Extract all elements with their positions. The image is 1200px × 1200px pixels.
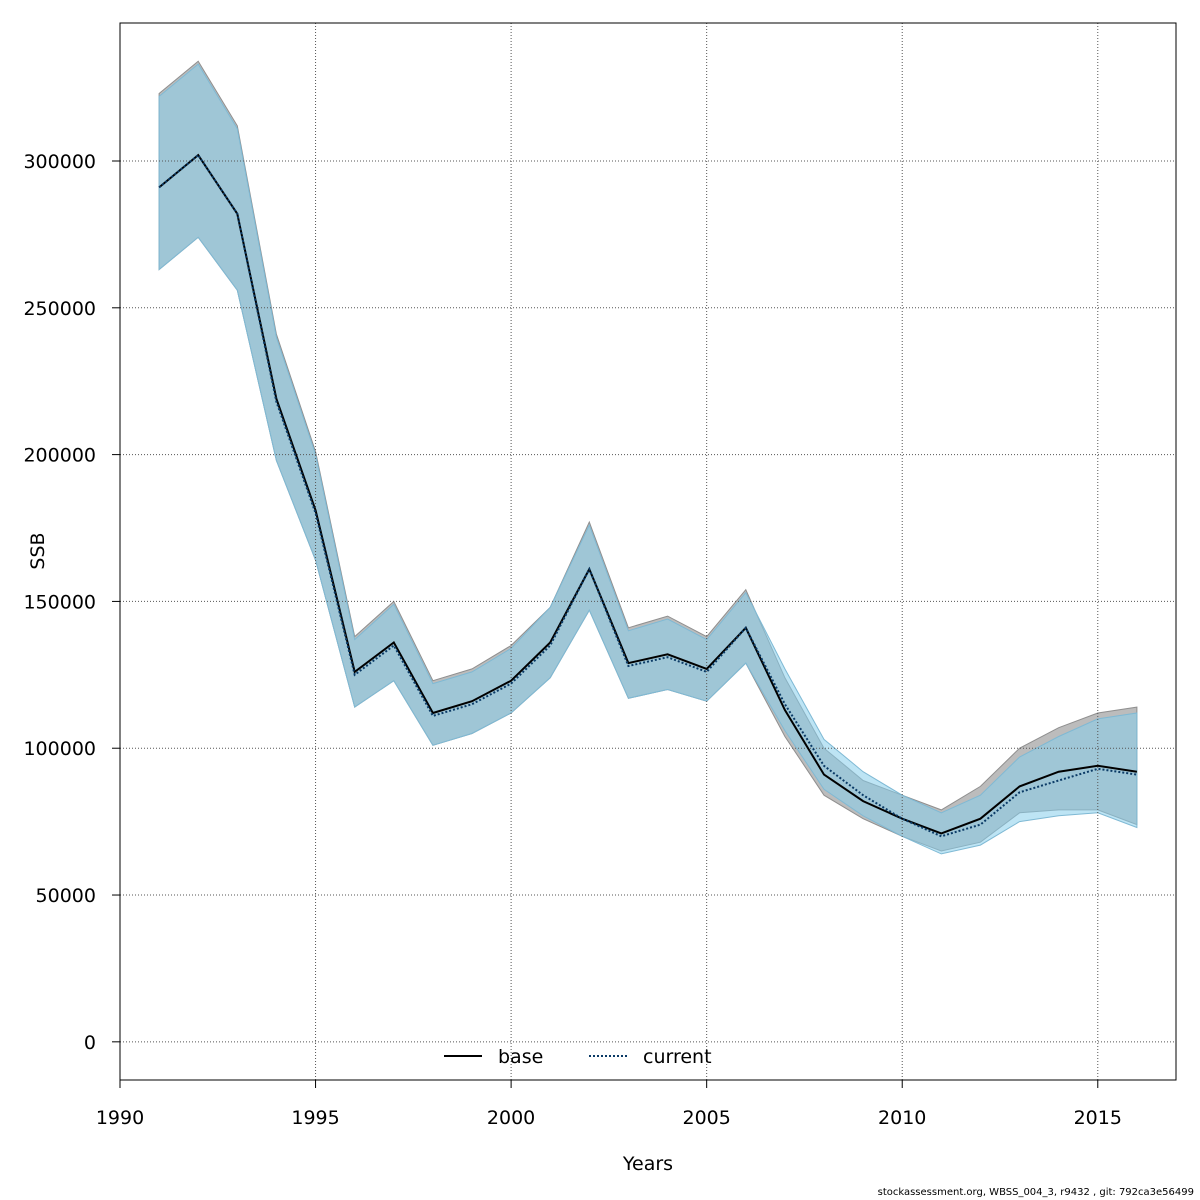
y-tick-label: 150000 <box>23 591 96 613</box>
confidence-bands <box>158 60 1138 855</box>
y-tick-label: 100000 <box>23 738 96 760</box>
y-tick-label: 300000 <box>23 151 96 173</box>
y-axis: 0 50000 100000 150000 200000 250000 300000 <box>23 151 121 1054</box>
grid <box>119 23 1176 1080</box>
plot-frame <box>119 22 1177 1081</box>
x-axis: 1990 1995 2000 2005 2010 2015 <box>96 1079 1122 1129</box>
x-tick-label: 1995 <box>291 1107 339 1129</box>
x-axis-title: Years <box>622 1153 673 1175</box>
series-line-current <box>158 153 1138 838</box>
x-tick-label: 1990 <box>96 1107 144 1129</box>
x-tick-label: 2005 <box>682 1107 730 1129</box>
y-tick-label: 0 <box>84 1032 96 1054</box>
footer-credit: stockassessment.org, WBSS_004_3, r9432 ,… <box>877 1187 1194 1198</box>
band-current <box>158 63 1138 855</box>
y-axis-title: SSB <box>27 532 49 569</box>
y-tick-label: 250000 <box>23 298 96 320</box>
series-lines <box>158 153 1138 838</box>
legend-label-current: current <box>643 1046 712 1068</box>
y-tick-label: 50000 <box>36 885 96 907</box>
x-tick-label: 2010 <box>878 1107 926 1129</box>
x-tick-label: 2015 <box>1074 1107 1122 1129</box>
legend-label-base: base <box>498 1046 543 1068</box>
y-tick-label: 200000 <box>23 445 96 467</box>
legend: base current <box>444 1046 712 1068</box>
x-tick-label: 2000 <box>487 1107 535 1129</box>
